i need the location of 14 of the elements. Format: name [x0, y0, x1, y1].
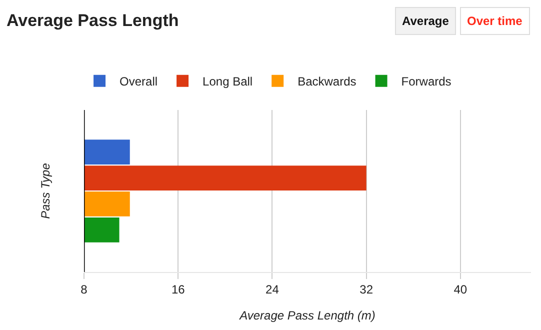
legend-label: Long Ball	[202, 74, 253, 89]
x-tick-label: 16	[171, 282, 186, 296]
legend-label: Backwards	[298, 74, 356, 89]
x-axis-title: Average Pass Length (m)	[238, 308, 376, 322]
x-tick-label: 24	[266, 282, 280, 296]
legend-label: Overall	[120, 74, 158, 89]
x-tick-label: 8	[80, 282, 88, 296]
text: Average	[402, 14, 450, 28]
y-axis-title: Pass Type	[38, 162, 52, 219]
chart-title: Average Pass Length	[6, 10, 179, 30]
legend-label: Forwards	[401, 74, 452, 89]
x-tick-label: 32	[360, 282, 374, 296]
text: Over time	[467, 14, 523, 28]
x-tick-label: 40	[454, 282, 468, 296]
